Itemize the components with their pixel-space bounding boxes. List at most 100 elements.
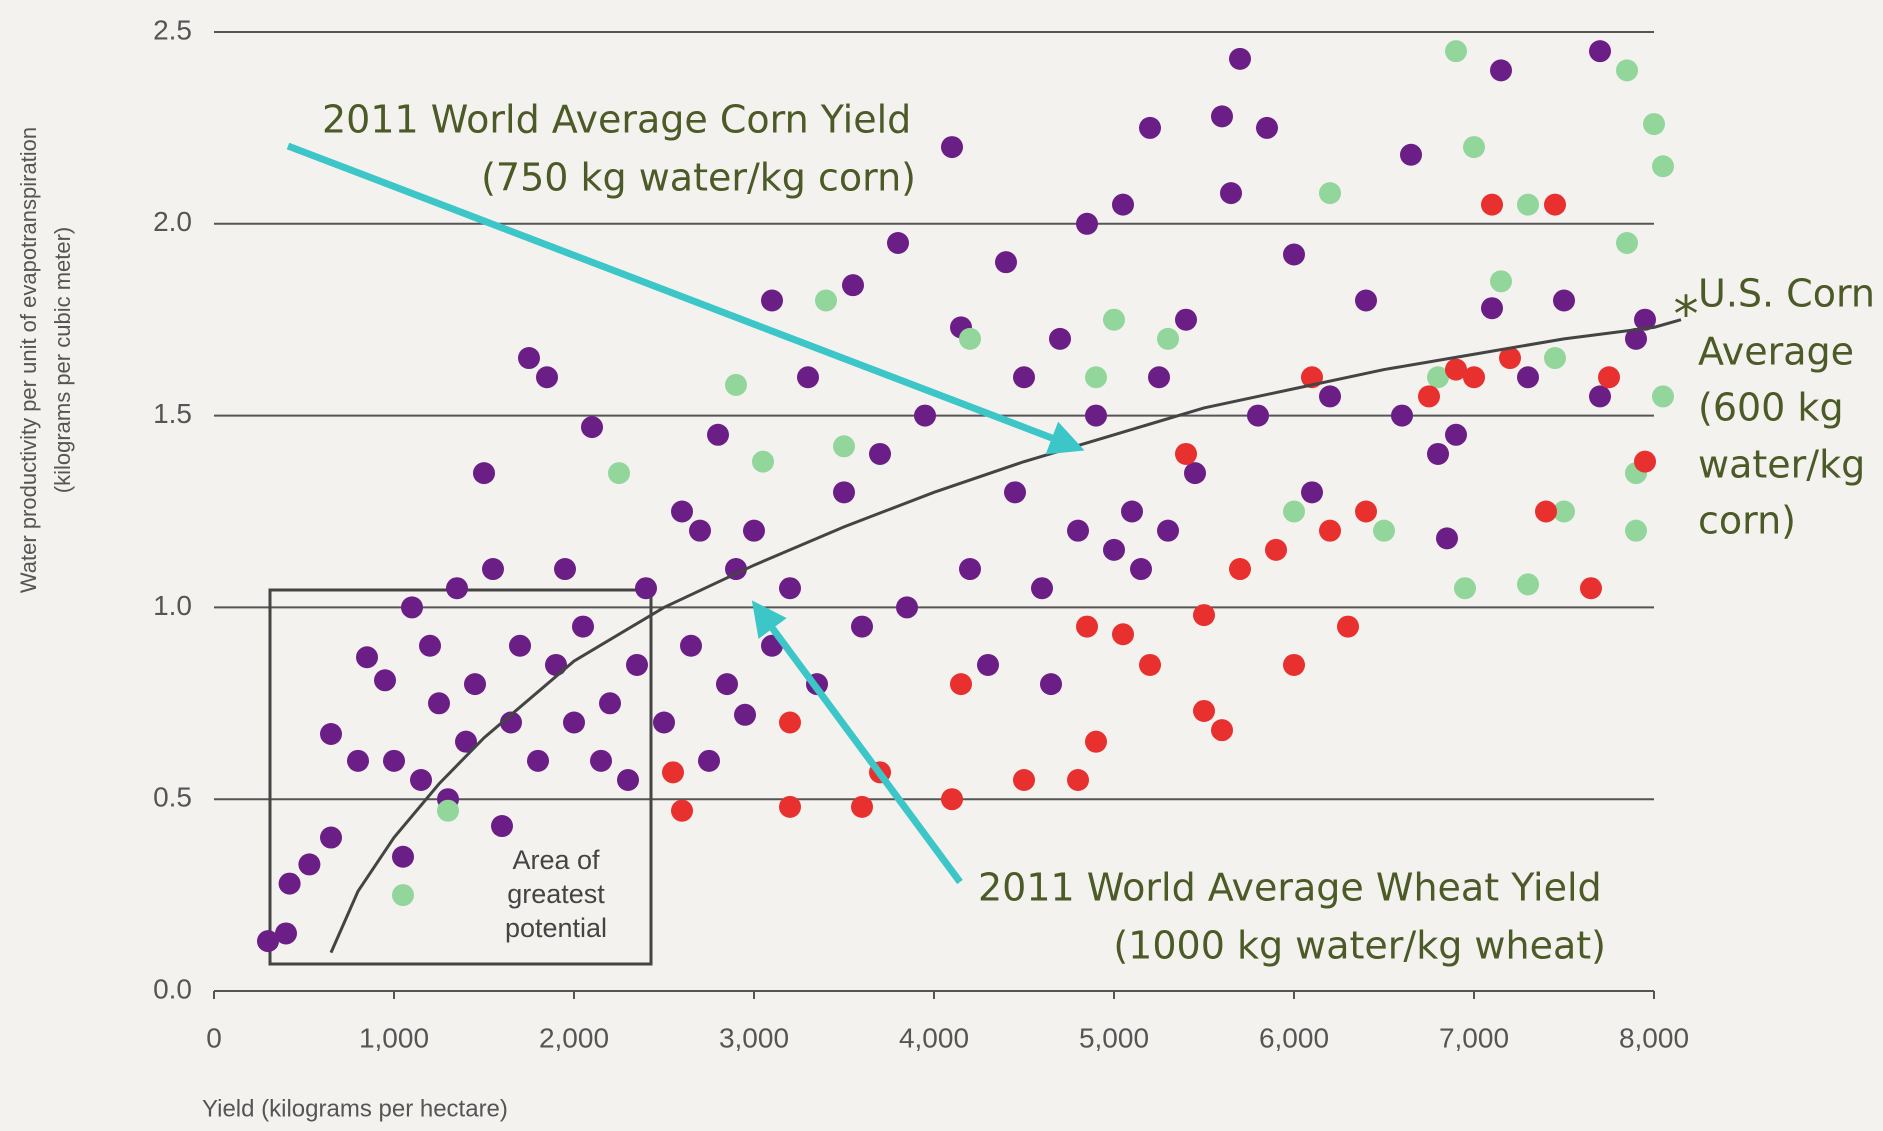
point <box>554 558 576 581</box>
annotation: (600 kg <box>1698 386 1844 430</box>
y-axis-label: Water productivity per unit of evapotran… <box>16 127 41 593</box>
point <box>455 730 477 753</box>
point <box>950 673 972 696</box>
point <box>743 519 765 542</box>
point <box>1589 385 1611 408</box>
y-tick-label: 1.5 <box>153 398 192 429</box>
annotation: (1000 kg water/kg wheat) <box>1113 924 1606 968</box>
point <box>833 481 855 504</box>
point <box>779 795 801 818</box>
point <box>1040 673 1062 696</box>
point <box>662 761 684 784</box>
point <box>1157 519 1179 542</box>
point <box>1634 308 1656 331</box>
point <box>887 231 909 254</box>
point <box>851 615 873 638</box>
point <box>896 596 918 619</box>
x-tick-label: 4,000 <box>899 1022 969 1053</box>
point <box>752 450 774 473</box>
point <box>797 366 819 389</box>
point <box>1211 105 1233 128</box>
point <box>1490 270 1512 293</box>
point <box>635 577 657 600</box>
point <box>1229 47 1251 70</box>
point <box>1355 289 1377 312</box>
point <box>1013 769 1035 792</box>
point <box>1265 538 1287 561</box>
point <box>1031 577 1053 600</box>
point <box>815 289 837 312</box>
point <box>1337 615 1359 638</box>
point <box>545 653 567 676</box>
point <box>298 853 321 876</box>
point <box>1139 653 1161 676</box>
point <box>1067 769 1089 792</box>
point <box>1049 327 1071 350</box>
point <box>671 799 693 822</box>
point <box>1112 623 1134 646</box>
y-tick-label: 0.5 <box>153 782 192 813</box>
y-tick-label: 0.0 <box>153 973 192 1004</box>
point <box>1085 366 1107 389</box>
point <box>581 416 603 439</box>
point <box>1553 500 1575 523</box>
point <box>1634 450 1656 473</box>
box-label: greatest <box>507 879 605 909</box>
point <box>1463 136 1485 159</box>
point <box>617 769 639 792</box>
point <box>1067 519 1089 542</box>
point <box>1319 182 1341 205</box>
point <box>1130 558 1152 581</box>
point <box>1652 385 1674 408</box>
point <box>761 289 783 312</box>
point <box>599 692 621 715</box>
point <box>1499 347 1521 370</box>
x-tick-label: 3,000 <box>719 1022 789 1053</box>
point <box>1013 366 1035 389</box>
point <box>977 653 999 676</box>
point <box>671 500 693 523</box>
x-tick-label: 6,000 <box>1259 1022 1329 1053</box>
point <box>1157 327 1179 350</box>
point <box>1076 615 1098 638</box>
point <box>707 423 729 446</box>
point <box>1436 527 1458 550</box>
point <box>1355 500 1377 523</box>
point <box>1445 423 1467 446</box>
annotation: water/kg <box>1698 443 1865 487</box>
point <box>1445 358 1467 381</box>
point <box>1319 519 1341 542</box>
y-tick-label: 2.0 <box>153 206 192 237</box>
x-tick-label: 1,000 <box>359 1022 429 1053</box>
asterisk: * <box>1674 286 1699 344</box>
point <box>1490 59 1512 82</box>
point <box>1445 40 1467 63</box>
point <box>1616 59 1638 82</box>
point <box>1544 347 1566 370</box>
arrow <box>286 142 1085 455</box>
arrow <box>751 600 963 885</box>
point <box>1589 40 1611 63</box>
point <box>1103 308 1125 331</box>
point <box>464 673 486 696</box>
point <box>1652 155 1674 178</box>
y-tick-label: 1.0 <box>153 590 192 621</box>
point <box>1616 231 1638 254</box>
point <box>419 634 441 657</box>
trend-line <box>329 318 1682 954</box>
point <box>1517 366 1539 389</box>
point <box>779 577 801 600</box>
point <box>842 274 864 297</box>
point <box>356 646 378 669</box>
point <box>959 327 981 350</box>
point <box>392 845 414 868</box>
point <box>1004 481 1026 504</box>
point <box>689 519 711 542</box>
point <box>1643 113 1665 136</box>
point <box>1427 442 1449 465</box>
point <box>1193 604 1215 627</box>
x-tick-label: 7,000 <box>1439 1022 1509 1053</box>
point <box>1229 558 1251 581</box>
x-tick-label: 0 <box>206 1022 222 1053</box>
